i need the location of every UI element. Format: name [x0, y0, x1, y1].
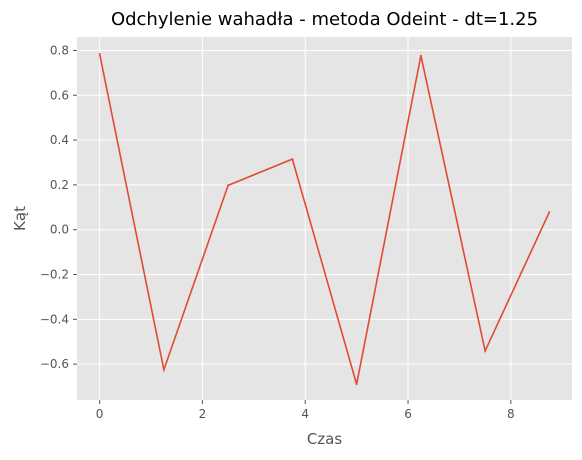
y-tick-label: 0.6	[50, 88, 69, 102]
data-point	[98, 52, 101, 55]
x-tick-label: 0	[96, 407, 104, 421]
ticks: 0 2 4 6 8 −0.6 −0.4 −0.2 0.0 0.2 0.4 0.6 0.8	[40, 43, 515, 421]
grid	[77, 37, 572, 400]
plot-area	[77, 37, 572, 400]
y-tick-label: −0.6	[40, 357, 69, 371]
data-point	[162, 368, 165, 371]
x-tick-label: 4	[301, 407, 309, 421]
chart-title: Odchylenie wahadła - metoda Odeint - dt=…	[111, 9, 538, 30]
data-point	[291, 158, 294, 161]
y-tick-label: 0.2	[50, 178, 69, 192]
data-point	[419, 54, 422, 57]
y-tick-label: 0.0	[50, 223, 69, 237]
data-point	[355, 383, 358, 386]
series-line	[98, 53, 551, 385]
y-tick-label: 0.4	[50, 133, 69, 147]
y-tick-label: 0.8	[50, 43, 69, 57]
series	[98, 52, 551, 386]
y-tick-label: −0.4	[40, 312, 69, 326]
data-point	[484, 350, 487, 352]
x-tick-label: 8	[507, 407, 515, 421]
y-axis-label: Kąt	[11, 206, 29, 231]
data-point	[227, 184, 230, 187]
data-point	[548, 211, 551, 213]
y-tick-label: −0.2	[40, 268, 69, 282]
x-tick-label: 6	[404, 407, 412, 421]
x-axis-label: Czas	[307, 430, 343, 448]
x-tick-label: 2	[199, 407, 207, 421]
